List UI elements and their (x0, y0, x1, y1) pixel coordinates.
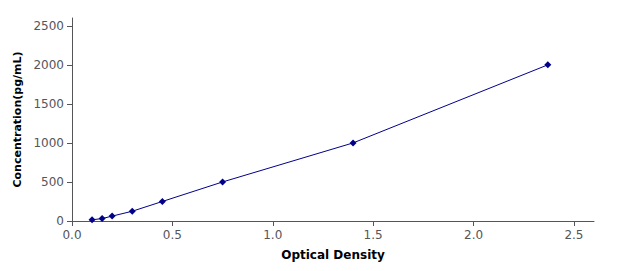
svg-text:Optical Density: Optical Density (281, 248, 385, 262)
svg-text:0: 0 (56, 214, 64, 228)
svg-text:0.0: 0.0 (62, 228, 81, 242)
svg-text:1.5: 1.5 (364, 228, 383, 242)
svg-text:Concentration(pg/mL): Concentration(pg/mL) (11, 51, 24, 187)
svg-text:2.5: 2.5 (564, 228, 583, 242)
svg-text:2.0: 2.0 (464, 228, 483, 242)
svg-text:1000: 1000 (33, 136, 64, 150)
svg-text:0.5: 0.5 (163, 228, 182, 242)
svg-text:500: 500 (41, 175, 64, 189)
svg-text:2500: 2500 (33, 19, 64, 33)
svg-text:1.0: 1.0 (263, 228, 282, 242)
svg-text:1500: 1500 (33, 97, 64, 111)
svg-text:2000: 2000 (33, 58, 64, 72)
